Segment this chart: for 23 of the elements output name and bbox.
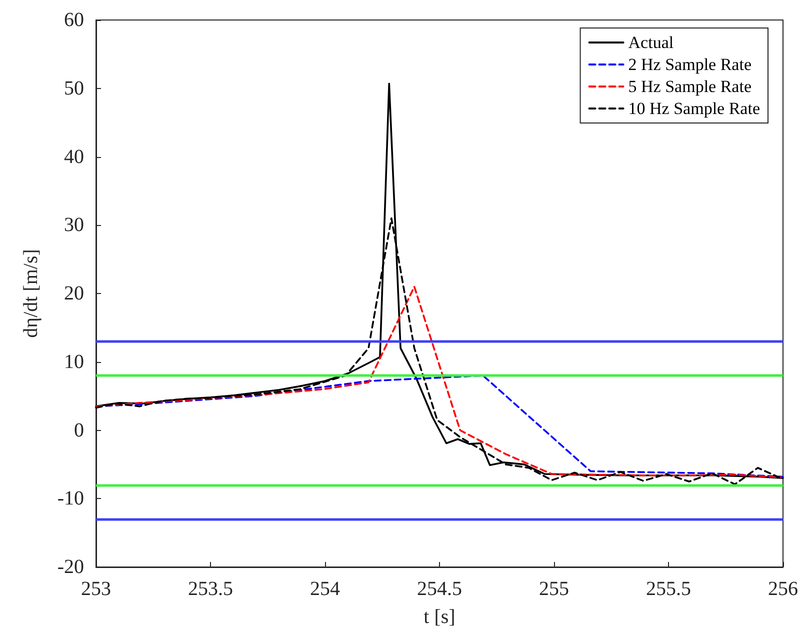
- legend-label: 5 Hz Sample Rate: [628, 77, 752, 96]
- x-axis-title: t [s]: [424, 606, 456, 628]
- legend-label: 2 Hz Sample Rate: [628, 55, 752, 74]
- y-tick-label: 0: [74, 419, 84, 442]
- y-tick-label: 20: [64, 282, 84, 304]
- y-tick-label: -20: [57, 556, 84, 578]
- x-tick-label: 255: [539, 578, 569, 600]
- x-tick-label: 255.5: [646, 578, 691, 600]
- y-tick-label: -10: [57, 488, 84, 510]
- legend-label: Actual: [628, 33, 674, 52]
- y-tick-label: 40: [64, 146, 84, 168]
- legend-label: 10 Hz Sample Rate: [628, 99, 760, 118]
- x-tick-label: 254: [310, 578, 340, 600]
- y-axis-title: dη/dt [m/s]: [20, 249, 42, 338]
- y-tick-label: 30: [64, 214, 84, 236]
- x-tick-label: 253.5: [188, 578, 233, 600]
- line-series: [95, 286, 782, 478]
- y-tick-label: 10: [64, 350, 84, 373]
- x-tick-label: 256: [768, 578, 798, 600]
- y-tick-label: 60: [64, 9, 84, 31]
- x-tick-label: 254.5: [417, 578, 462, 600]
- y-tick-label: 50: [64, 77, 84, 100]
- x-tick-label: 253: [81, 578, 111, 600]
